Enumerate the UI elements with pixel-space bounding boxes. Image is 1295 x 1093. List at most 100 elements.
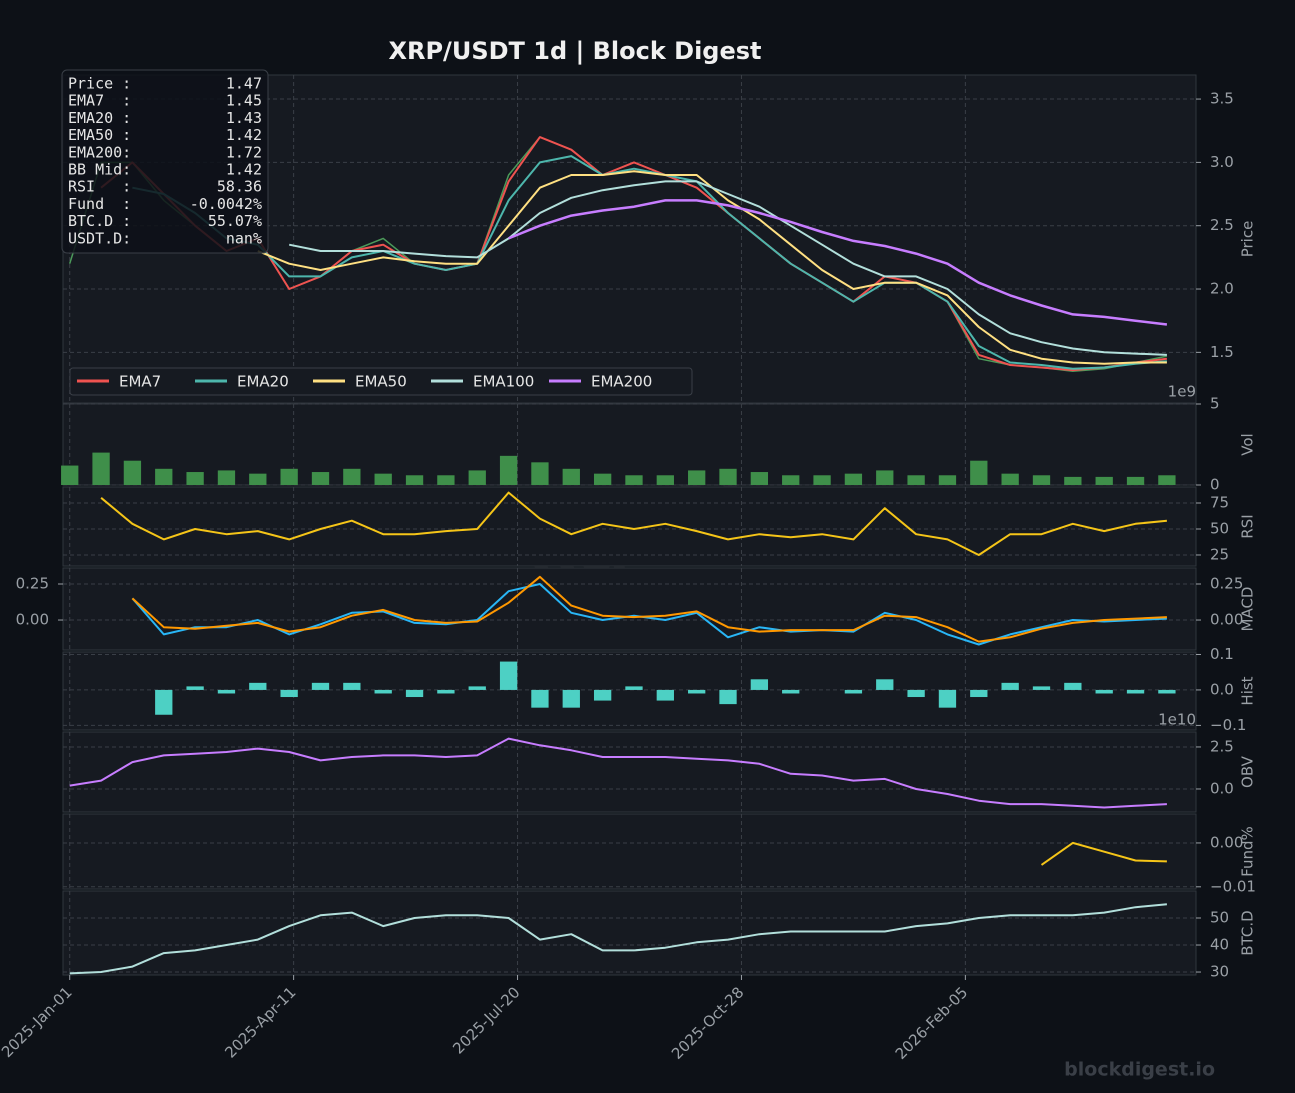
y-tick-label: 2.5 — [1210, 216, 1234, 234]
y-tick-label: 75 — [1210, 494, 1229, 512]
bar — [844, 689, 863, 694]
x-tick-label: 2025-Apr-11 — [221, 983, 299, 1061]
bar — [656, 475, 674, 485]
bar — [280, 689, 298, 698]
y-tick-label: 30 — [1210, 963, 1229, 981]
y-axis-label: Fund% — [1239, 826, 1257, 877]
bar — [217, 470, 236, 485]
bar — [970, 689, 988, 698]
y-axis-label: Hist — [1239, 676, 1257, 705]
y-tick-label: 0.25 — [16, 574, 49, 592]
bar — [280, 468, 298, 485]
info-label: USDT.D: — [68, 229, 131, 247]
bar — [1032, 475, 1051, 485]
info-value: 55.07% — [208, 212, 262, 230]
info-label: BTC.D : — [68, 212, 131, 230]
bar — [719, 468, 737, 485]
y-tick-label: 2.5 — [1210, 737, 1234, 755]
bar — [750, 472, 769, 485]
offset-label: 1e10 — [1158, 711, 1196, 729]
bar — [750, 679, 769, 690]
bar — [123, 460, 142, 485]
bar — [311, 472, 330, 485]
info-label: Fund : — [68, 195, 131, 213]
bar — [813, 475, 831, 485]
bar — [531, 462, 549, 485]
x-tick-label: 2025-Jul-20 — [449, 983, 523, 1057]
y-axis-label: OBV — [1239, 755, 1257, 788]
legend-label: EMA20 — [237, 373, 289, 391]
y-axis-label: BTC.D — [1239, 910, 1257, 955]
y-tick-label: 0 — [1210, 476, 1220, 494]
y-tick-label: 2.0 — [1210, 280, 1234, 298]
series-line — [100, 136, 1168, 372]
legend-label: EMA7 — [119, 373, 161, 391]
info-box-bg — [61, 69, 269, 254]
bar — [562, 689, 580, 708]
bar — [1064, 682, 1082, 690]
info-box: Price : 1.47 EMA7 : 1.45 EMA20 : 1.43 EMA50 : 1… — [61, 69, 269, 254]
bar — [938, 475, 957, 485]
panel — [62, 813, 1197, 890]
bar — [374, 689, 392, 694]
y-axis-label: Price — [1239, 221, 1257, 258]
bar — [593, 473, 612, 485]
bar — [719, 689, 737, 705]
y-axis-label: MACD — [1239, 587, 1257, 632]
panel — [62, 486, 1197, 567]
bar — [970, 460, 988, 485]
bar — [155, 468, 173, 485]
info-value: 1.42 — [226, 161, 262, 179]
bar — [1126, 689, 1145, 694]
bar — [343, 682, 361, 690]
x-tick-label: 2026-Feb-05 — [892, 983, 972, 1063]
bar — [907, 475, 925, 485]
bar — [249, 473, 267, 485]
series-line — [1040, 841, 1167, 866]
y-tick-label: 40 — [1210, 936, 1229, 954]
info-label: EMA50 : — [68, 126, 131, 144]
y-tick-label: 0.0 — [1210, 779, 1234, 797]
info-label: Price : — [68, 75, 131, 93]
x-tick-label: 2025-Jan-01 — [0, 983, 76, 1061]
bar — [249, 682, 267, 690]
legend-label: EMA200 — [591, 373, 652, 391]
panel — [62, 403, 1197, 486]
legend: EMA7 EMA20 EMA50 EMA100 EMA200 — [69, 367, 693, 396]
watermark: blockdigest.io — [1064, 1059, 1215, 1081]
y-tick-label: 3.0 — [1210, 153, 1234, 171]
bar — [593, 689, 612, 701]
bar — [562, 468, 580, 485]
legend-label: EMA100 — [473, 373, 534, 391]
bar — [876, 679, 894, 690]
panel — [62, 731, 1197, 813]
bar — [92, 452, 110, 485]
info-value: 1.43 — [226, 109, 262, 127]
info-value: 1.42 — [226, 126, 262, 144]
info-label: EMA20 : — [68, 109, 131, 127]
bar — [876, 470, 894, 485]
panel — [62, 890, 1197, 976]
y-tick-label: 25 — [1210, 545, 1229, 563]
bar — [437, 475, 455, 485]
legend-box — [69, 367, 693, 396]
info-value: 1.72 — [226, 143, 262, 161]
info-value: nan% — [226, 229, 262, 247]
bar — [343, 468, 361, 485]
y-tick-label: −0.01 — [1210, 877, 1256, 895]
y-tick-label: 50 — [1210, 519, 1229, 537]
bar — [1032, 686, 1051, 690]
y-tick-label: 50 — [1210, 909, 1229, 927]
bar — [1095, 476, 1113, 485]
bar — [186, 686, 204, 690]
bar — [155, 689, 173, 715]
y-tick-label: 0.25 — [1210, 574, 1243, 592]
y-tick-label: 1.5 — [1210, 343, 1234, 361]
bar — [531, 689, 549, 708]
bar — [625, 475, 643, 485]
bar — [782, 475, 800, 485]
bar — [374, 473, 392, 485]
y-tick-label: 3.5 — [1210, 90, 1234, 108]
bar — [405, 475, 424, 485]
